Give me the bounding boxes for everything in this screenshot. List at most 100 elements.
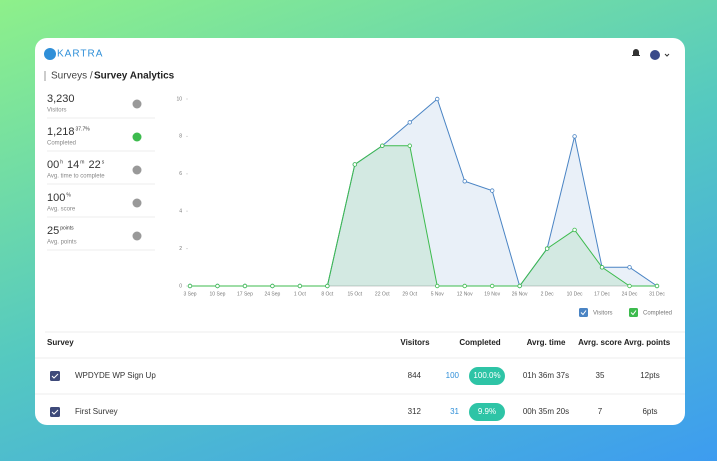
point [489,283,495,289]
survey-name: First Survey [75,407,118,416]
stat-icon [132,198,142,208]
avg-time: 00h 35m 20s [523,407,569,416]
column-header: Avrg. time [527,338,566,347]
x-tick-label: 15 Oct [347,291,362,297]
completed-rate: 100.0% [473,371,500,380]
point [352,162,358,167]
stat-value: 1,218 [47,126,75,138]
avg-score: 35 [596,371,605,380]
avg-points: 12pts [640,371,660,380]
checkbox-check [51,409,59,415]
point [242,283,248,289]
breadcrumb-parent: Surveys / [51,71,93,82]
point [489,188,495,193]
column-header: Avrg. points [624,338,671,347]
point [435,96,440,102]
x-tick-label: 19 Nov [484,291,500,297]
completed-pill [469,367,505,385]
avg-time: 01h 36m 37s [523,371,569,380]
x-tick-label: 24 Dec [622,291,638,297]
avg-points: 6pts [642,407,657,416]
bell-icon[interactable] [632,49,640,56]
checkbox[interactable] [50,371,60,381]
stat-label: Avg. score [47,207,76,213]
point [654,283,660,289]
x-tick-label: 12 Nov [457,291,473,297]
x-tick-label: 26 Nov [512,291,528,297]
x-tick-label: 3 Sep [183,291,196,297]
checkbox[interactable] [50,407,60,417]
y-tick-label: 4 [179,209,182,215]
x-tick-label: 2 Dec [541,291,555,297]
stat-value: 14 [67,159,79,171]
x-tick-label: 1 Oct [294,291,307,297]
legend-swatch [629,308,638,317]
column-header: Visitors [400,338,430,347]
stat-icon [132,231,142,241]
x-tick-label: 8 Oct [321,291,334,297]
visitors: 312 [408,407,422,416]
checkbox-check [51,373,59,379]
x-tick-label: 17 Sep [237,291,253,297]
point [270,283,275,289]
y-tick-label: 0 [179,283,182,289]
legend-check [630,310,637,316]
stat-value: 3,230 [47,93,75,105]
completed-count: 100 [446,371,460,380]
stat-label: Avg. time to complete [47,174,105,180]
stat-sup: points [60,225,74,231]
stat-icon [132,99,142,109]
point [380,143,385,148]
x-tick-label: 10 Dec [567,291,583,297]
column-header: Completed [459,338,500,347]
point [544,246,550,251]
y-tick-label: 10 [176,96,182,102]
completed-rate: 9.9% [478,407,496,416]
stat-icon [132,165,142,175]
visitors: 844 [408,371,422,380]
stat-value: 00 [47,159,59,171]
avatar[interactable] [650,50,660,60]
card: KARTRA Surveys / Survey Analytics 3,230 V… [35,38,685,425]
column-header: Avrg. score [578,338,622,347]
y-tick-label: 2 [179,246,182,252]
area [190,99,657,286]
x-tick-label: 29 Oct [402,291,417,297]
dropdown[interactable] [664,53,670,57]
point [407,120,412,125]
point [627,265,632,270]
point [572,134,577,139]
stat-label: Avg. points [47,240,77,246]
legend-check [580,310,587,316]
point [572,227,577,233]
stat-unit: m [80,159,84,165]
stat-value: 100 [47,192,65,204]
point [407,143,412,148]
stat-sup: 37.7% [76,126,91,132]
point [462,283,467,289]
x-tick-label: 24 Sep [264,291,280,297]
y-tick-label: 6 [179,171,182,177]
point [462,179,467,184]
y-tick-label: 8 [179,134,182,140]
x-tick-label: 22 Oct [375,291,390,297]
dashboard: KARTRA Surveys / Survey Analytics 3,230 V… [35,48,685,421]
column-header: Survey [47,338,74,347]
point [599,265,605,270]
stat-icon [132,132,142,142]
point [435,283,440,289]
stat-value: 25 [47,225,59,237]
legend-label: Visitors [593,311,613,317]
survey-name: WPDYDE WP Sign Up [75,371,156,380]
stat-unit: h [60,159,63,165]
stat-label: Completed [47,141,76,147]
point [517,283,522,289]
point [627,283,632,289]
stat-unit: s [102,159,105,165]
stat-sup: % [66,192,71,198]
legend-swatch [579,308,588,317]
line [190,145,657,287]
point [297,283,303,289]
point [187,283,193,289]
